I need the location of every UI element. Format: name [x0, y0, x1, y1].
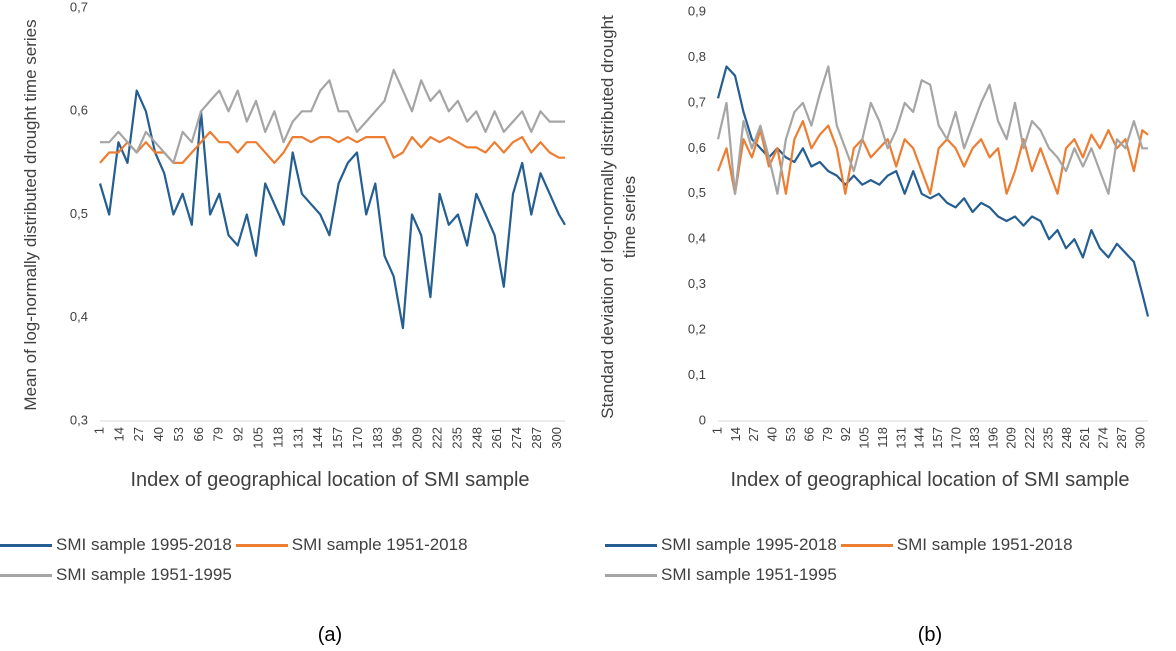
panel-caption: (b) — [917, 624, 943, 646]
series-line — [99, 130, 565, 164]
legend-item: SMI sample 1995-2018 — [0, 535, 232, 555]
x-tick-label: 300 — [549, 427, 564, 449]
x-tick-label: 222 — [1022, 427, 1037, 449]
x-tick-label: 183 — [967, 427, 982, 449]
series-line — [716, 65, 1150, 317]
x-tick-label: 170 — [350, 427, 365, 449]
x-tick-label: 183 — [370, 427, 385, 449]
x-tick-label: 131 — [893, 427, 908, 449]
legend-item: SMI sample 1951-1995 — [605, 565, 837, 585]
legend-label: SMI sample 1995-2018 — [56, 535, 232, 554]
x-tick-label: 144 — [912, 427, 927, 449]
y-tick-label: 0,3 — [688, 276, 706, 291]
x-axis-title: Index of geographical location of SMI sa… — [730, 469, 1130, 491]
y-tick-label: 0,7 — [688, 94, 706, 109]
legend-item: SMI sample 1951-1995 — [0, 565, 232, 585]
x-tick-label: 196 — [985, 427, 1000, 449]
x-tick-label: 53 — [783, 427, 798, 441]
y-tick-label: 0,6 — [688, 140, 706, 155]
x-tick-label: 144 — [310, 427, 325, 449]
legend-item: SMI sample 1951-2018 — [840, 535, 1073, 555]
legend: SMI sample 1995-2018 SMI sample 1951-2018… — [0, 535, 580, 585]
x-tick-label: 170 — [948, 427, 963, 449]
x-tick-label: 209 — [1004, 427, 1019, 449]
legend-label: SMI sample 1951-2018 — [291, 535, 468, 554]
y-axis-title: Mean of log-normally distributed drought… — [21, 18, 40, 411]
y-tick-label: 0,9 — [688, 3, 706, 18]
x-tick-label: 1 — [709, 427, 724, 434]
x-tick-label: 79 — [820, 427, 835, 441]
legend-swatch — [0, 573, 52, 577]
y-tick-label: 0,3 — [70, 412, 88, 427]
x-tick-label: 105 — [857, 427, 872, 449]
x-tick-label: 287 — [529, 427, 544, 449]
y-tick-label: 0 — [699, 412, 706, 427]
x-tick-label: 118 — [270, 427, 285, 448]
legend-swatch — [605, 573, 657, 577]
x-tick-label: 157 — [330, 427, 345, 449]
series-line — [716, 120, 1149, 195]
x-tick-label: 105 — [251, 427, 266, 449]
y-tick-label: 0,4 — [70, 309, 88, 324]
x-tick-label: 40 — [151, 427, 166, 441]
y-axis-title: Standard deviation of log-normally distr… — [598, 14, 639, 419]
x-tick-label: 27 — [746, 427, 761, 441]
x-tick-label: 261 — [1077, 427, 1092, 449]
y-tick-label: 0,5 — [688, 185, 706, 200]
x-axis-title: Index of geographical location of SMI sa… — [130, 469, 530, 491]
y-tick-label: 0,6 — [70, 103, 88, 118]
y-tick-label: 0,5 — [70, 206, 88, 221]
legend-item: SMI sample 1995-2018 — [605, 535, 837, 555]
x-tick-label: 261 — [489, 427, 504, 449]
x-tick-label: 40 — [765, 427, 780, 441]
x-tick-label: 92 — [838, 427, 853, 441]
y-tick-label: 0,7 — [70, 0, 88, 14]
legend-label: SMI sample 1951-1995 — [56, 565, 232, 584]
x-tick-label: 300 — [1132, 427, 1147, 449]
panel-caption: (a) — [317, 624, 343, 646]
series-line — [716, 65, 1148, 195]
x-tick-label: 66 — [801, 427, 816, 441]
x-tick-label: 14 — [111, 427, 126, 441]
x-tick-label: 53 — [171, 427, 186, 441]
x-tick-label: 14 — [728, 427, 743, 441]
y-tick-label: 0,1 — [688, 367, 706, 382]
x-tick-label: 66 — [191, 427, 206, 441]
x-tick-label: 27 — [131, 427, 146, 441]
x-tick-label: 92 — [231, 427, 246, 441]
legend-swatch — [605, 543, 657, 547]
legend-item: SMI sample 1951-2018 — [235, 535, 468, 555]
x-tick-label: 235 — [1040, 427, 1055, 449]
legend-label: SMI sample 1951-1995 — [661, 565, 837, 584]
y-tick-label: 0,4 — [688, 231, 706, 246]
x-tick-label: 1 — [91, 427, 106, 434]
x-tick-label: 248 — [469, 427, 484, 449]
x-tick-label: 131 — [290, 427, 305, 449]
series-line — [98, 89, 566, 330]
x-tick-label: 248 — [1059, 427, 1074, 449]
y-tick-label: 0,2 — [688, 322, 706, 337]
legend-swatch — [840, 543, 893, 547]
x-tick-label: 287 — [1114, 427, 1129, 449]
y-tick-label: 0,8 — [688, 49, 706, 64]
x-tick-label: 79 — [211, 427, 226, 441]
x-tick-label: 157 — [930, 427, 945, 449]
x-tick-label: 196 — [390, 427, 405, 449]
x-tick-label: 235 — [449, 427, 464, 449]
x-tick-label: 274 — [509, 427, 524, 449]
x-tick-label: 222 — [429, 427, 444, 449]
series-line — [100, 68, 565, 164]
legend: SMI sample 1995-2018 SMI sample 1951-2018… — [605, 535, 1176, 585]
legend-label: SMI sample 1951-2018 — [896, 535, 1073, 554]
legend-swatch — [235, 543, 288, 547]
legend-swatch — [0, 543, 52, 547]
x-tick-label: 274 — [1096, 427, 1111, 449]
legend-label: SMI sample 1995-2018 — [661, 535, 837, 554]
x-tick-label: 118 — [875, 427, 890, 448]
x-tick-label: 209 — [410, 427, 425, 449]
